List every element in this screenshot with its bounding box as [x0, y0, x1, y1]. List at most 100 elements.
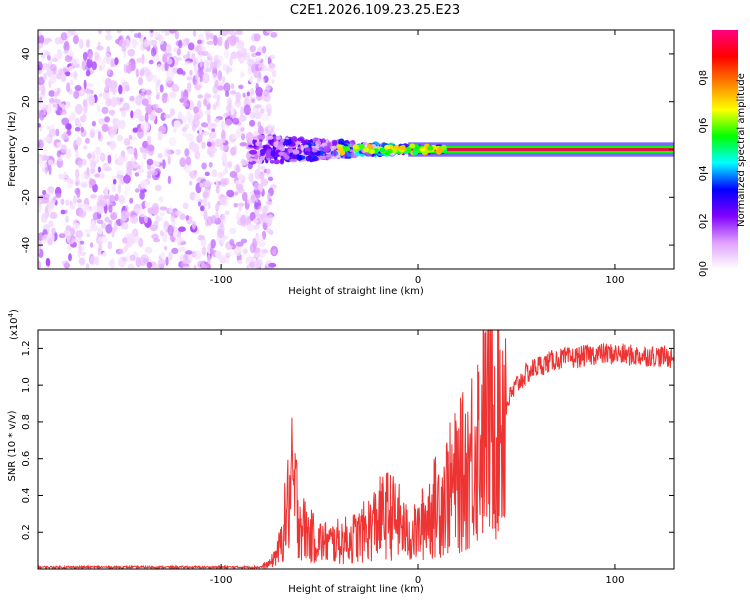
spectrogram-cell	[125, 204, 129, 212]
spectrogram-cell	[225, 90, 230, 97]
spectrogram-cell	[86, 39, 90, 48]
spectrogram-cell	[179, 254, 186, 263]
spectrogram-cell	[58, 173, 64, 180]
spectrogram-cell	[75, 230, 84, 238]
spectrogram-cell	[332, 145, 337, 151]
spectrogram-cell	[169, 205, 173, 214]
spectrogram-cell	[70, 204, 76, 210]
spectrogram-cell	[185, 156, 192, 166]
spectrogram-cell	[211, 123, 218, 128]
spectrogram-cell	[117, 155, 124, 167]
spectrogram-cell	[253, 224, 260, 231]
snr-xlabel: Height of straight line (km)	[288, 584, 424, 595]
spectrogram-cell	[217, 70, 223, 82]
spectrogram-cell	[262, 45, 267, 54]
spectrogram-cell	[206, 40, 214, 45]
spectrogram-cell	[129, 210, 136, 218]
spectrogram-xlabel: Height of straight line (km)	[288, 286, 424, 297]
spectrogram-cell	[88, 52, 93, 61]
spectrogram-cell	[333, 149, 337, 157]
spectrogram-cell	[127, 263, 135, 269]
spectrogram-cell	[268, 137, 274, 145]
spectrogram-cell	[164, 61, 169, 72]
spectrogram-cell	[185, 215, 190, 221]
spectrogram-cell	[321, 138, 326, 143]
colorbar-ticks: 0.0 0.2 0.4 0.6 0.8	[698, 70, 709, 277]
spectrogram-cell	[63, 172, 68, 179]
spectrogram-cell	[74, 178, 81, 186]
spectrogram-cell	[84, 228, 92, 233]
spectrogram-cell	[91, 120, 96, 127]
spectrogram-cell	[99, 200, 104, 206]
spectrogram-cell	[59, 109, 67, 115]
spectrogram-cell	[61, 117, 70, 126]
spectrogram-cell	[186, 76, 193, 81]
spectrogram-cell	[229, 170, 238, 178]
spectrogram-cell	[47, 186, 55, 194]
spectrogram-cell	[38, 139, 44, 149]
spectrogram-cell	[352, 144, 359, 150]
spectrogram-cell	[174, 30, 180, 40]
spectrogram-cell	[153, 238, 161, 243]
spectrogram-cell	[85, 98, 89, 108]
spectrogram-cell	[233, 246, 242, 256]
svg-text:(x104): (x104)	[7, 309, 20, 340]
spectrogram-cell	[257, 164, 261, 173]
snr-scale-label: (x104)	[7, 309, 20, 340]
spectrogram-cell	[262, 94, 266, 102]
spectrogram-cell	[159, 84, 164, 93]
spectrogram-cell	[291, 136, 298, 143]
spectrogram-cell	[166, 58, 173, 65]
spectrogram-cell	[128, 134, 133, 140]
spectrogram-cell	[263, 145, 268, 152]
spectrogram-cell	[319, 155, 328, 160]
spectrogram-cell	[234, 99, 242, 108]
spectrogram-cell	[60, 198, 65, 206]
spectrogram-cell	[231, 133, 240, 140]
spectrogram-cell	[152, 104, 158, 109]
spectrogram-cell	[118, 177, 124, 185]
spectrogram-cell	[259, 251, 266, 258]
spectrogram-cell	[193, 193, 201, 203]
spectrogram-cell	[146, 174, 152, 179]
spectrogram-cell	[72, 222, 81, 231]
spectrogram-marks	[38, 30, 674, 269]
spectrogram-cell	[49, 74, 57, 84]
spectrogram-cell	[105, 30, 112, 35]
spectrogram-cell	[169, 30, 177, 34]
spectrogram-cell	[87, 153, 92, 159]
spectrogram-cell	[317, 138, 321, 145]
spectrogram-cell	[100, 222, 107, 229]
spectrogram-cell	[203, 59, 207, 70]
spectrogram-cell	[193, 63, 198, 73]
spectrogram-ytick-label: -40	[21, 237, 32, 253]
spectrogram-cell	[201, 50, 209, 57]
spectrogram-cell	[206, 141, 212, 147]
spectrogram-cell	[268, 262, 277, 268]
spectrogram-cell	[181, 70, 186, 76]
spectrogram-cell	[223, 82, 231, 93]
spectrogram-cell	[230, 83, 235, 89]
spectrogram-cell	[38, 123, 41, 128]
spectrogram-cell	[104, 34, 113, 41]
spectrogram-cell	[234, 191, 239, 196]
spectrogram-cell	[49, 128, 57, 138]
spectrogram-cell	[249, 243, 256, 254]
spectrogram-cell	[160, 30, 165, 34]
spectrogram-cell	[118, 84, 123, 95]
spectrogram-cell	[138, 77, 143, 86]
spectrogram-cell	[65, 148, 72, 159]
spectrogram-cell	[51, 57, 59, 63]
spectrogram-cell	[184, 259, 191, 265]
spectrogram-cell	[199, 76, 203, 83]
spectrogram-cell	[246, 91, 251, 97]
spectrogram-cell	[152, 264, 160, 269]
spectrogram-cell	[199, 182, 204, 188]
spectrogram-cell	[71, 238, 76, 243]
spectrogram-cell	[246, 223, 255, 232]
spectrogram-cell	[254, 104, 262, 109]
spectrogram-cell	[205, 109, 211, 115]
spectrogram-cell	[249, 211, 256, 222]
spectrogram-cell	[257, 134, 266, 140]
spectrogram-cell	[150, 47, 157, 57]
